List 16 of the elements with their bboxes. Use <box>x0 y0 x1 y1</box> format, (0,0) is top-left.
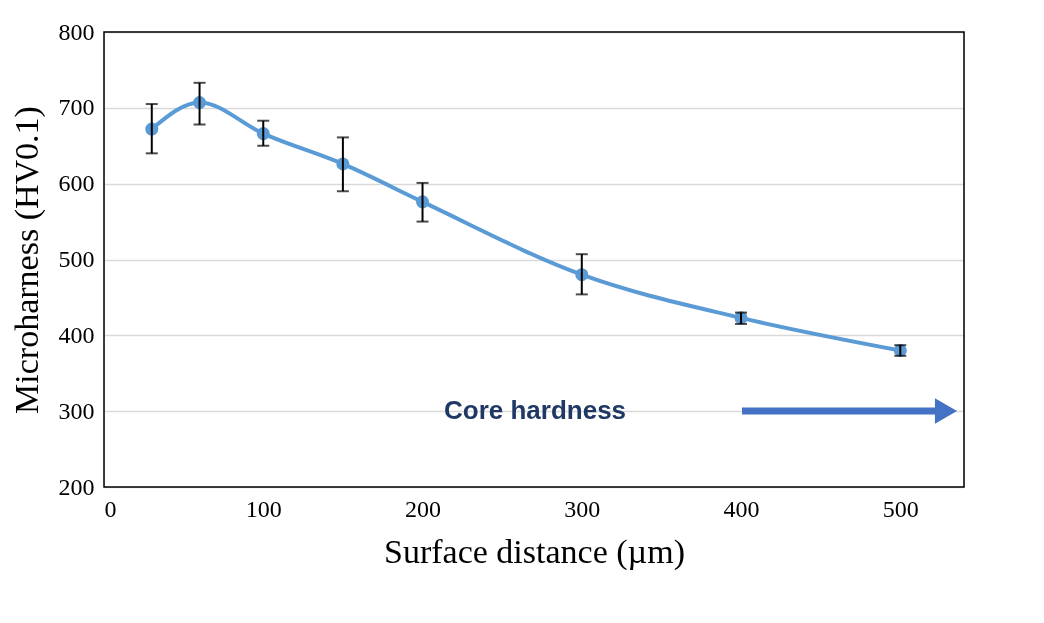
y-tick-label: 300 <box>58 397 95 424</box>
y-tick-label: 500 <box>58 246 95 272</box>
annotation: Core hardness <box>444 395 627 425</box>
x-tick-label: 300 <box>564 495 601 522</box>
x-axis-title: Surface distance (µm) <box>384 532 685 571</box>
x-tick-label: 0 <box>104 495 117 522</box>
y-tick-label: 700 <box>58 94 95 121</box>
x-tick-label: 400 <box>723 495 760 522</box>
x-tick-label: 500 <box>882 495 919 522</box>
y-tick-label: 600 <box>58 170 95 197</box>
x-tick-label: 200 <box>405 495 442 522</box>
y-tick-label: 800 <box>58 18 95 45</box>
x-tick-label: 100 <box>245 495 282 522</box>
y-tick-label: 200 <box>58 473 95 500</box>
y-tick-label: 400 <box>58 321 95 348</box>
y-axis-title: Microharness (HV0.1) <box>7 106 46 414</box>
